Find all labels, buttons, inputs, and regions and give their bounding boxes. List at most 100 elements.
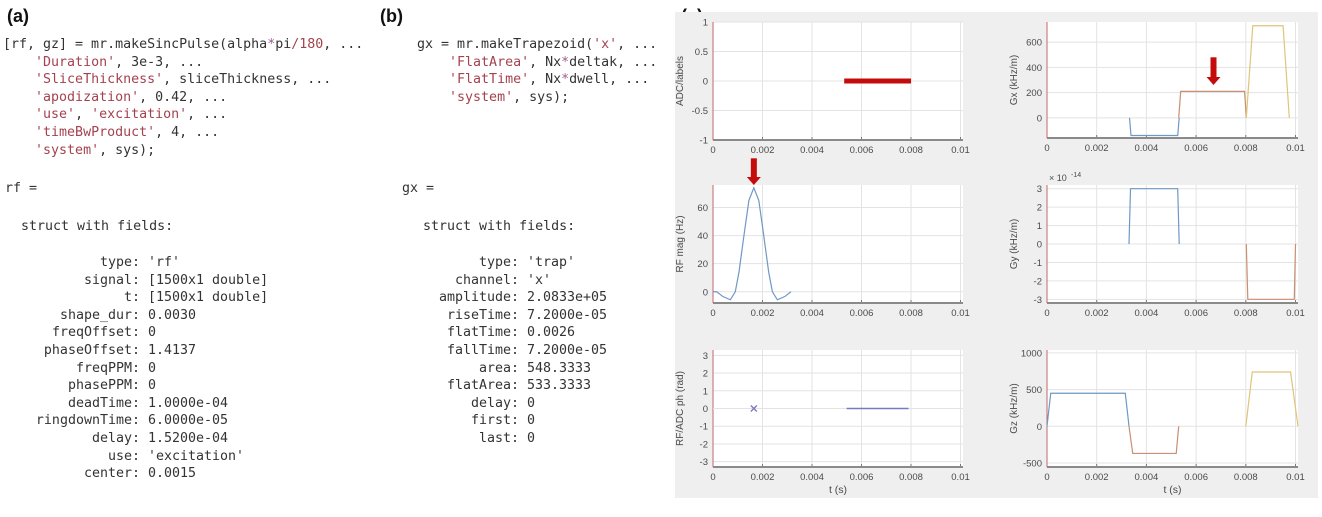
field-value: 7.2000e-05 [527,307,608,323]
code-line: 'system', sys); [3,142,363,160]
struct-field: ringdownTime: 6.0000e-05 [0,412,268,430]
y-tick-label: -1 [700,422,708,433]
code-token: , ... [617,37,658,52]
y-tick-label: -1 [700,136,708,147]
field-value: 'x' [527,272,552,288]
subplot-adc: 0 0.002 0.004 0.006 0.008 0.01 -1 -0.5 0 0.5 1 ADC/… [675,18,970,157]
field-name: delay: [470,395,519,411]
struct-field: channel: 'x' [380,272,607,290]
field-name: type: [99,255,140,270]
struct-field: type: 'trap' [380,254,607,272]
code-token: 'timeBwProduct' [35,124,156,140]
code-token: , sliceThickness, ... [163,72,332,88]
field-value: [1500x1 double] [148,290,269,306]
field-name: fallTime: [446,342,519,358]
subplot-gy: 0 0.002 0.004 0.006 0.008 0.01 -3 -2 -1 0 1 2 3 Gy (k… [1009,172,1305,319]
x-axis-label: t (s) [1163,484,1181,496]
x-tick-label: 0.01 [1286,472,1305,483]
code-token: , 0.42, ... [139,89,228,105]
x-tick-label: 0.002 [1085,143,1109,154]
code-line: 'FlatArea', Nx*deltak, ... [417,54,657,72]
y-tick-label: -500 [1023,458,1042,469]
y-axis-label: Gz (kHz/m) [1009,383,1020,434]
field-value: 7.2000e-05 [527,342,608,358]
series-gz-rephaser [1128,426,1180,455]
series-gx-spoiler [1245,25,1290,118]
rf-struct-fields: type: 'rf' signal: [1500x1 double] t: [1500x1… [0,254,268,483]
code-token: , [75,107,92,123]
struct-field: last: 0 [380,430,607,448]
y-tick-label: 2 [703,369,708,380]
y-tick-label: 200 [1026,88,1042,99]
field-name: flatArea: [446,378,519,394]
x-tick-label: 0.004 [1135,143,1159,154]
field-name: delay: [91,430,140,446]
y-exponent-power: -14 [1071,172,1081,179]
panel-b-label: (b) [380,6,403,26]
x-tick-label: 0.002 [751,472,775,483]
struct-field: flatTime: 0.0026 [380,324,607,342]
y-exponent-base: × 10 [1049,173,1067,183]
x-axis-label: t (s) [829,484,847,496]
x-tick-label: 0.006 [1184,472,1208,483]
red-arrow-icon [1206,57,1221,86]
x-tick-label: 0 [1044,472,1049,483]
struct-field: freqOffset: 0 [0,324,268,342]
field-value: 0 [527,395,536,411]
field-value: 6.0000e-05 [148,413,229,429]
x-tick-label: 0.002 [1085,472,1109,483]
code-token: /180 [291,37,324,52]
struct-field: deadTime: 1.0000e-04 [0,395,268,413]
y-axis-label: ADC/labels [675,56,686,106]
y-tick-label: 1 [703,386,708,397]
y-tick-label: -3 [1034,295,1042,306]
field-value: 'rf' [148,255,181,270]
code-token: 'apodization' [35,89,140,105]
y-tick-label: 400 [1026,63,1042,74]
field-value: 0.0030 [148,307,197,323]
y-tick-label: -2 [700,439,708,450]
x-tick-label: 0.008 [1234,143,1258,154]
x-tick-label: 0.004 [1135,472,1159,483]
x-tick-label: 0 [1044,143,1049,154]
y-axis-label: RF/ADC ph (rad) [675,371,686,446]
field-name: last: [478,430,519,446]
x-tick-label: 0.008 [1234,472,1258,483]
code-token: , sys); [99,142,156,158]
code-token: , ... [323,37,364,52]
field-name: type: [478,255,519,270]
x-tick-label: 0.006 [1184,308,1208,319]
y-tick-label: 600 [1026,38,1042,49]
struct-field: delay: 1.5200e-04 [0,430,268,448]
subplot-gz: 0 0.002 0.004 0.006 0.008 0.01-50005001000Gz … [1009,348,1305,496]
gx-struct-line: struct with fields: [423,219,576,234]
field-name: riseTime: [446,307,519,323]
code-token: , 4, ... [155,124,220,140]
make-sinc-pulse-code: [rf, gz] = mr.makeSincPulse(alpha*pi/180… [3,36,363,159]
series-gy-rewind [1245,243,1297,300]
field-name: freqOffset: [51,325,140,341]
x-tick-label: 0 [710,472,715,483]
series-rf [713,186,792,301]
field-name: flatTime: [446,325,519,341]
y-tick-label: 0 [1037,240,1042,251]
field-name: signal: [83,272,140,288]
y-tick-label: 500 [1026,385,1042,396]
field-value: 0 [148,325,157,341]
struct-field: area: 548.3333 [380,360,607,378]
code-token: pi [275,37,292,52]
x-tick-label: 0.004 [800,308,824,319]
y-tick-label: -2 [1034,276,1042,287]
field-value: 0 [527,413,536,429]
x-tick-label: 0.01 [1286,143,1305,154]
y-tick-label: -3 [700,457,708,468]
field-value: 548.3333 [527,360,592,376]
code-token: , Nx [529,72,562,88]
struct-field: center: 0.0015 [0,465,268,483]
x-tick-label: 0.004 [800,145,824,156]
code-token: , 3e-3, ... [115,54,204,70]
code-token: , ... [187,107,228,123]
make-trapezoid-code: gx = mr.makeTrapezoid('x', ... 'FlatArea… [417,36,657,106]
code-token: 'FlatArea' [449,54,530,70]
x-tick-label: 0.004 [1135,308,1159,319]
